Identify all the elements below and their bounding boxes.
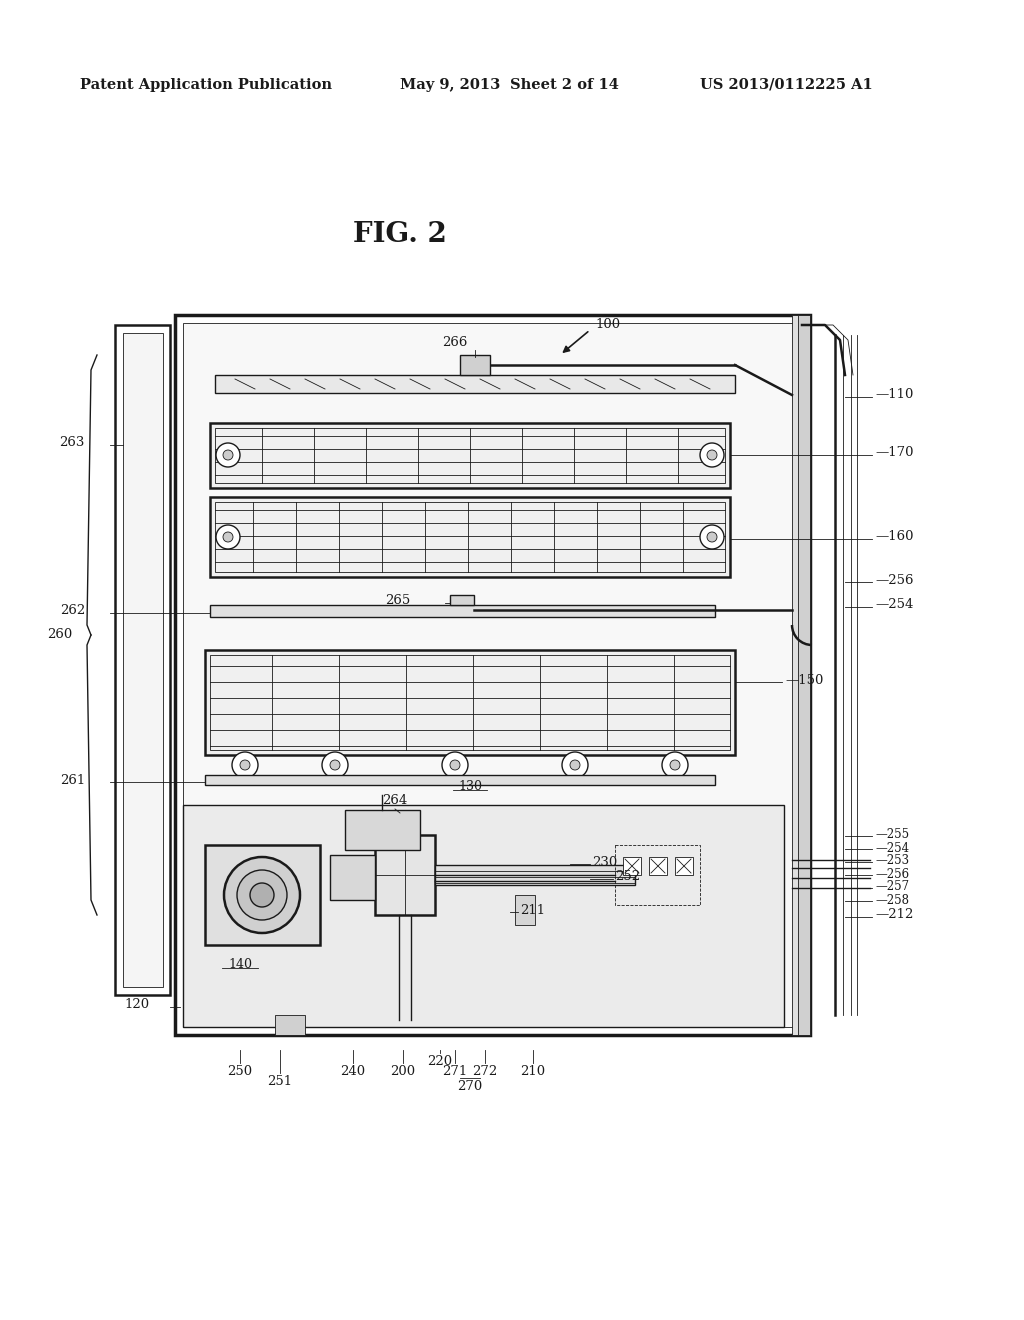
Text: —253: —253 <box>874 854 909 867</box>
Text: 250: 250 <box>227 1065 253 1078</box>
Text: 210: 210 <box>520 1065 546 1078</box>
Text: —257: —257 <box>874 880 909 894</box>
Text: US 2013/0112225 A1: US 2013/0112225 A1 <box>700 78 872 92</box>
Circle shape <box>700 525 724 549</box>
Circle shape <box>237 870 287 920</box>
Circle shape <box>670 760 680 770</box>
Circle shape <box>322 752 348 777</box>
Text: Patent Application Publication: Patent Application Publication <box>80 78 332 92</box>
Bar <box>345 810 420 850</box>
Bar <box>275 1015 305 1035</box>
Text: —256: —256 <box>874 573 913 586</box>
Circle shape <box>442 752 468 777</box>
Bar <box>123 333 163 987</box>
Text: 271: 271 <box>442 1065 468 1078</box>
Text: —150: —150 <box>785 673 823 686</box>
Text: 252: 252 <box>615 870 640 883</box>
Circle shape <box>700 444 724 467</box>
Text: 130: 130 <box>458 780 482 793</box>
Text: 265: 265 <box>385 594 410 607</box>
Text: 263: 263 <box>59 437 85 450</box>
Bar <box>183 323 802 1027</box>
Text: 251: 251 <box>267 1074 293 1088</box>
Text: 260: 260 <box>47 628 72 642</box>
Bar <box>115 325 170 995</box>
Text: —258: —258 <box>874 894 909 907</box>
Text: 270: 270 <box>458 1080 482 1093</box>
Text: 120: 120 <box>125 998 150 1011</box>
Circle shape <box>216 444 240 467</box>
Bar <box>215 375 735 393</box>
Bar <box>649 857 667 875</box>
Bar <box>450 595 474 605</box>
Text: 261: 261 <box>59 774 85 787</box>
Circle shape <box>562 752 588 777</box>
Circle shape <box>223 532 233 543</box>
Circle shape <box>250 883 274 907</box>
Bar <box>205 649 735 755</box>
Text: FIG. 2: FIG. 2 <box>353 222 446 248</box>
Text: 211: 211 <box>520 903 545 916</box>
Circle shape <box>662 752 688 777</box>
Circle shape <box>216 525 240 549</box>
Text: Sheet 2 of 14: Sheet 2 of 14 <box>510 78 618 92</box>
Bar <box>205 775 715 785</box>
Bar <box>210 655 730 750</box>
Text: —212: —212 <box>874 908 913 921</box>
Text: —254: —254 <box>874 598 913 611</box>
Circle shape <box>223 450 233 459</box>
Bar <box>215 428 725 483</box>
Bar <box>210 605 715 616</box>
Text: 262: 262 <box>59 605 85 618</box>
Text: —256: —256 <box>874 867 909 880</box>
Text: 266: 266 <box>442 337 468 350</box>
Circle shape <box>570 760 580 770</box>
Circle shape <box>707 450 717 459</box>
Text: 100: 100 <box>595 318 621 331</box>
Bar <box>623 857 641 875</box>
Bar <box>215 502 725 572</box>
Text: 230: 230 <box>592 855 617 869</box>
Bar <box>675 857 693 875</box>
Text: 264: 264 <box>382 795 408 807</box>
Bar <box>210 498 730 577</box>
Circle shape <box>232 752 258 777</box>
Circle shape <box>330 760 340 770</box>
Bar <box>330 855 375 900</box>
Text: 240: 240 <box>340 1065 366 1078</box>
Bar <box>210 422 730 488</box>
Text: May 9, 2013: May 9, 2013 <box>400 78 501 92</box>
Bar <box>435 865 635 884</box>
Bar <box>515 895 535 925</box>
Text: 272: 272 <box>472 1065 498 1078</box>
Bar <box>798 315 810 1035</box>
Text: 200: 200 <box>390 1065 416 1078</box>
Text: —254: —254 <box>874 842 909 854</box>
Bar <box>375 836 435 915</box>
Circle shape <box>240 760 250 770</box>
Text: —110: —110 <box>874 388 913 401</box>
Text: 220: 220 <box>427 1055 453 1068</box>
Text: —255: —255 <box>874 829 909 842</box>
Text: —160: —160 <box>874 531 913 544</box>
Circle shape <box>224 857 300 933</box>
Circle shape <box>450 760 460 770</box>
Bar <box>615 845 700 906</box>
Bar <box>792 315 810 1035</box>
Text: 140: 140 <box>228 958 252 972</box>
Bar <box>183 805 784 1027</box>
Text: —170: —170 <box>874 446 913 459</box>
Bar <box>205 845 319 945</box>
Bar <box>175 315 810 1035</box>
Circle shape <box>707 532 717 543</box>
Bar <box>460 355 490 375</box>
